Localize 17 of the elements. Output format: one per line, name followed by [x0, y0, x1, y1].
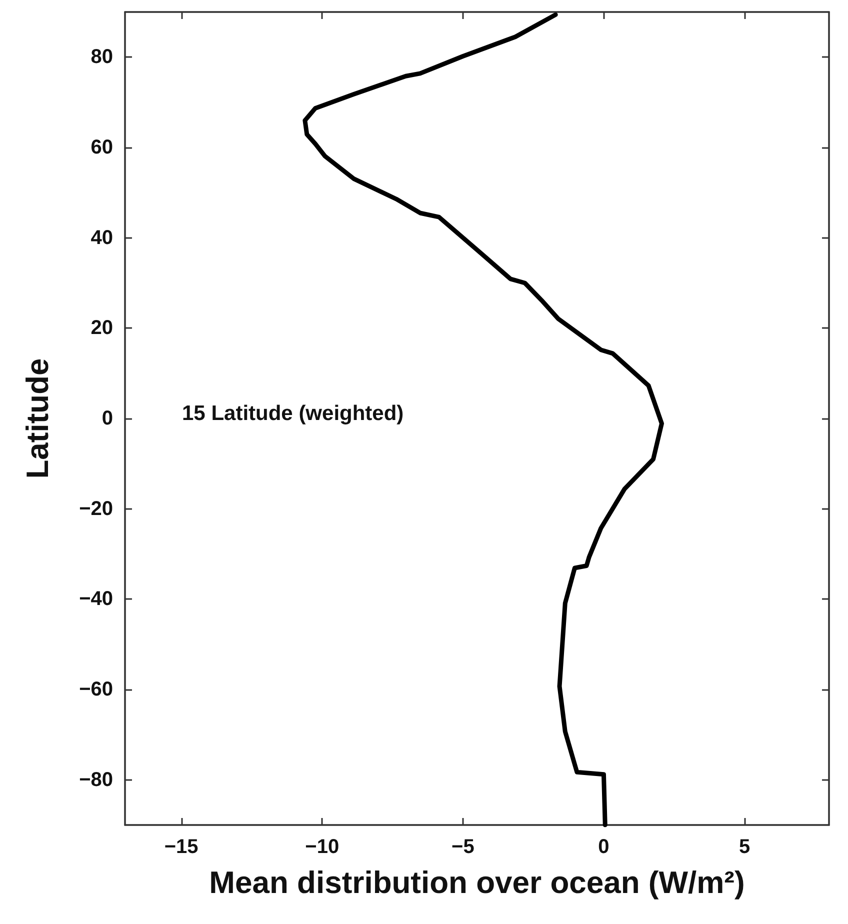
x-tick-label: −5: [452, 836, 474, 858]
x-tick-label: 5: [738, 836, 750, 858]
y-tick-label: 0: [102, 408, 113, 430]
x-tick-label: −10: [305, 836, 340, 858]
x-tick-label: −15: [164, 836, 198, 858]
y-tick-label: 60: [90, 136, 113, 158]
y-tick-label: 80: [90, 46, 113, 68]
y-tick-label: 20: [90, 317, 113, 340]
x-tick-label: 0: [598, 836, 610, 858]
annotation: 15 Latitude (weighted): [182, 402, 404, 425]
y-tick-label: 40: [90, 226, 113, 249]
y-axis-title: Latitude: [20, 358, 55, 479]
x-axis-title: Mean distribution over ocean (W/m²): [209, 865, 745, 900]
y-tick-label: −20: [79, 498, 113, 520]
y-tick-label: −80: [79, 768, 113, 791]
y-tick-label: −40: [79, 588, 113, 610]
y-tick-label: −60: [79, 678, 113, 700]
